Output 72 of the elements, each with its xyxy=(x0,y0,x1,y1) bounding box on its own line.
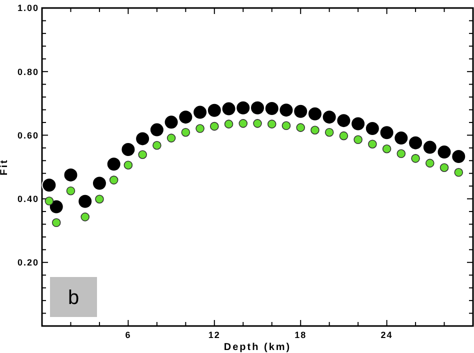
point xyxy=(63,167,78,182)
point xyxy=(267,120,276,128)
point xyxy=(138,150,147,159)
point xyxy=(451,149,466,164)
y-tick-label: 0.20 xyxy=(17,258,39,268)
point xyxy=(379,125,394,140)
point xyxy=(253,119,262,128)
point xyxy=(106,156,122,172)
point xyxy=(322,110,337,125)
point xyxy=(454,168,464,177)
point xyxy=(307,106,322,122)
point xyxy=(394,130,409,146)
point xyxy=(411,154,420,163)
point xyxy=(164,114,179,130)
point xyxy=(221,101,236,116)
point xyxy=(135,131,150,146)
point xyxy=(124,160,133,170)
x-tick-label: 6 xyxy=(125,330,132,340)
x-tick-label: 24 xyxy=(380,330,393,340)
point xyxy=(368,140,377,149)
point xyxy=(109,176,118,184)
point xyxy=(238,119,248,128)
point xyxy=(336,113,352,128)
point xyxy=(236,100,251,116)
point xyxy=(324,128,334,137)
point xyxy=(206,102,222,118)
y-tick-label: 0.40 xyxy=(17,194,39,204)
point xyxy=(440,163,449,172)
point xyxy=(264,100,280,116)
point xyxy=(80,212,90,222)
point xyxy=(296,123,305,132)
point xyxy=(66,186,76,196)
point xyxy=(44,196,54,206)
point xyxy=(210,122,219,131)
point xyxy=(224,120,234,128)
y-tick-label: 0.80 xyxy=(17,66,39,77)
point xyxy=(149,122,164,138)
y-tick-label: 0.60 xyxy=(17,130,39,140)
point xyxy=(250,100,265,116)
annotation: b xyxy=(68,287,80,309)
x-axis-title: Depth (km) xyxy=(224,342,292,353)
point xyxy=(42,178,57,193)
point xyxy=(278,102,294,118)
point xyxy=(422,140,438,155)
point xyxy=(382,144,392,154)
point xyxy=(95,194,104,204)
point xyxy=(192,104,208,120)
point xyxy=(78,194,93,209)
point xyxy=(354,135,362,144)
point xyxy=(196,124,204,133)
point xyxy=(52,218,61,228)
point xyxy=(92,176,107,191)
point xyxy=(293,104,308,119)
x-tick-label: 12 xyxy=(208,330,220,340)
y-axis-title: Fit xyxy=(0,158,10,176)
point xyxy=(120,142,136,158)
point xyxy=(178,110,194,125)
point xyxy=(181,128,190,137)
x-tick-label: 18 xyxy=(294,330,307,340)
point xyxy=(426,158,434,168)
point xyxy=(436,144,452,160)
point xyxy=(364,121,380,136)
point xyxy=(310,126,320,135)
point xyxy=(350,116,366,132)
y-tick-label: 1.00 xyxy=(17,3,39,14)
point xyxy=(48,199,64,214)
point xyxy=(408,135,424,150)
point xyxy=(339,131,348,140)
point xyxy=(282,121,291,130)
point xyxy=(396,149,406,158)
point xyxy=(152,140,162,150)
point xyxy=(166,134,176,142)
